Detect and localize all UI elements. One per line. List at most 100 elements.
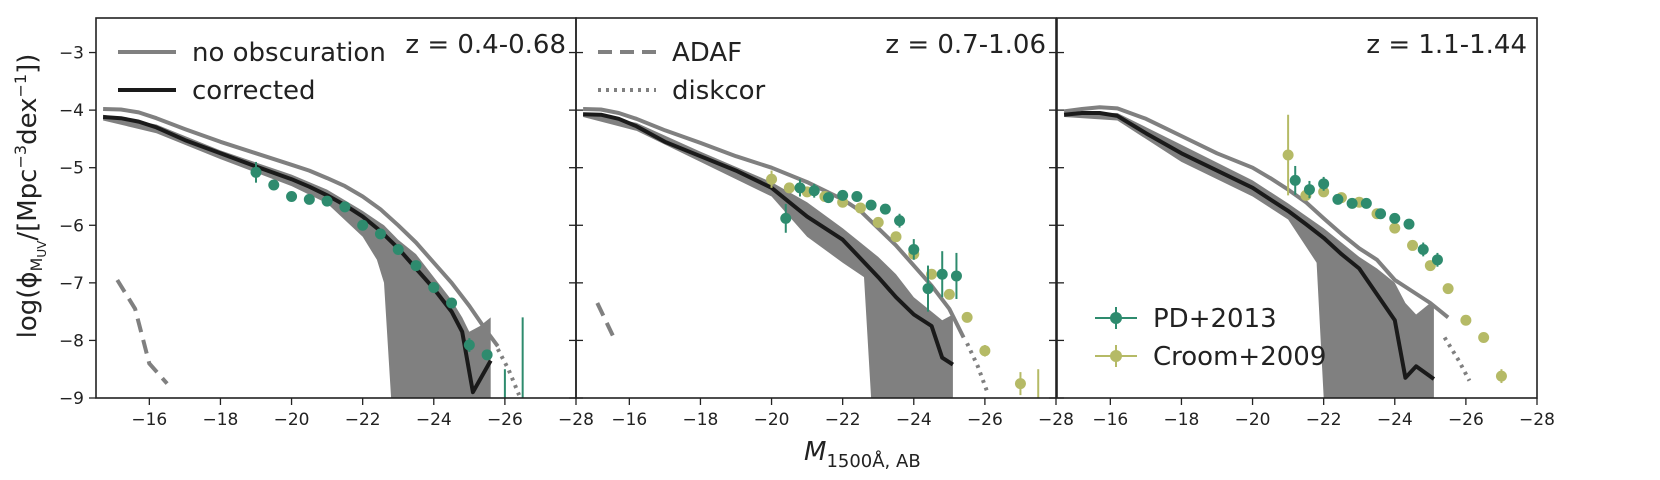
x-tick-label: −22 xyxy=(1306,410,1342,430)
pd2013-point xyxy=(1389,212,1401,224)
pd2013-point xyxy=(1403,218,1415,230)
x-tick-label: −22 xyxy=(345,410,381,430)
pd2013-point xyxy=(894,215,906,227)
adaf-line xyxy=(115,278,169,385)
croom2009-point xyxy=(1460,314,1472,326)
pd2013-point xyxy=(357,219,369,231)
redshift-label: z = 1.1-1.44 xyxy=(1366,30,1527,60)
pd2013-point xyxy=(410,260,422,272)
y-tick-label: −4 xyxy=(59,101,84,121)
pd2013-point xyxy=(321,195,333,207)
plot-area xyxy=(583,107,1040,398)
x-tick-label: −18 xyxy=(682,410,718,430)
x-tick-label: −28 xyxy=(1038,410,1074,430)
croom2009-point xyxy=(1442,283,1454,295)
y-axis-label-sup: −3 xyxy=(11,145,30,169)
redshift-label: z = 0.7-1.06 xyxy=(885,30,1046,60)
uncertainty-band xyxy=(103,114,491,398)
y-tick-label: −3 xyxy=(59,44,84,64)
pd2013-point xyxy=(1431,254,1443,266)
pd2013-point xyxy=(908,243,920,255)
pd2013-point xyxy=(268,179,280,191)
panel-frame xyxy=(1056,17,1538,399)
pd2013-point xyxy=(374,228,386,240)
x-axis-label-main: M xyxy=(804,437,826,467)
croom2009-point xyxy=(961,311,973,323)
pd2013-point xyxy=(303,193,315,205)
croom2009-point xyxy=(766,173,778,185)
croom2009-point xyxy=(783,182,795,194)
croom2009-point xyxy=(1495,370,1507,382)
pd2013-point xyxy=(1360,197,1372,209)
pd2013-point xyxy=(879,203,891,215)
pd2013-point xyxy=(865,199,877,211)
pd2013-point xyxy=(428,281,440,293)
x-axis-label-sub: 1500Å, AB xyxy=(826,450,920,472)
pd2013-point xyxy=(1318,178,1330,190)
pd2013-point xyxy=(950,270,962,282)
croom2009-point xyxy=(1478,332,1490,344)
y-tick-label: −9 xyxy=(59,389,84,409)
x-tick-label: −16 xyxy=(1092,410,1128,430)
y-tick-label: −5 xyxy=(59,159,84,179)
legend: PD+2013 Croom+2009 xyxy=(1095,304,1326,372)
pd2013-point xyxy=(936,268,948,280)
croom2009-point xyxy=(872,216,884,228)
legend-label: diskcor xyxy=(672,76,766,106)
croom2009-point xyxy=(1282,149,1294,161)
pd2013-point xyxy=(339,201,351,213)
pd2013-point xyxy=(463,339,475,351)
legend-swatch-pd2013 xyxy=(1110,312,1122,324)
pd2013-point xyxy=(392,243,404,255)
legend-label: no obscuration xyxy=(192,38,386,68)
x-tick-label: −24 xyxy=(896,410,932,430)
legend-label: corrected xyxy=(192,76,316,106)
x-tick-label: −16 xyxy=(131,410,167,430)
legend-swatch-croom2009 xyxy=(1110,350,1122,362)
pd2013-point xyxy=(1375,208,1387,220)
uncertainty-band xyxy=(583,112,953,398)
no-obscuration-line xyxy=(583,107,966,339)
legend-label: ADAF xyxy=(672,38,742,68)
y-tick-label: −8 xyxy=(59,331,84,351)
pd2013-point xyxy=(1303,184,1315,196)
panel-frame xyxy=(575,17,1057,399)
croom2009-point xyxy=(1014,378,1026,390)
redshift-label: z = 0.4-0.68 xyxy=(405,30,566,60)
croom2009-point xyxy=(1318,186,1330,198)
pd2013-point xyxy=(250,166,262,178)
plot-area xyxy=(102,107,524,398)
no-obscuration-line xyxy=(103,107,500,348)
y-axis-label-mid: dex xyxy=(13,97,43,144)
y-tick-label: −6 xyxy=(59,216,84,236)
x-tick-label: −16 xyxy=(611,410,647,430)
croom2009-point xyxy=(1389,222,1401,234)
x-tick-label: −20 xyxy=(754,410,790,430)
pd2013-point xyxy=(286,190,298,202)
x-tick-label: −26 xyxy=(1448,410,1484,430)
corrected-line xyxy=(102,115,493,395)
y-axis-label: log(ϕMUV/[Mpc−3dex−1]) xyxy=(11,54,49,339)
plot-area xyxy=(1063,105,1507,398)
diskcor-line xyxy=(1442,336,1472,382)
x-tick-label: −18 xyxy=(1163,410,1199,430)
pd2013-point xyxy=(446,297,458,309)
corrected-line xyxy=(1063,111,1436,381)
croom2009-point xyxy=(890,231,902,243)
panel-3: −16 −18 −20 −22 −24 −26 −28 z = 1.1-1.44 PD+2013… xyxy=(1056,17,1555,430)
pd2013-point xyxy=(1332,193,1344,205)
x-axis-label: M1500Å, AB xyxy=(804,437,921,472)
y-axis-label-subsub: UV xyxy=(35,240,49,258)
pd2013-point xyxy=(780,212,792,224)
croom2009-point xyxy=(1407,239,1419,251)
legend-label: PD+2013 xyxy=(1153,304,1277,334)
panel-1: −16 −18 −20 −22 −24 −26 −28 −3 −4 −5 −6 −7 −8 −9 z = 0… xyxy=(59,17,594,430)
pd2013-point xyxy=(1417,243,1429,255)
x-tick-label: −24 xyxy=(1377,410,1413,430)
diskcor-line xyxy=(496,348,521,396)
croom2009-point xyxy=(943,288,955,300)
pd2013-point xyxy=(822,192,834,204)
y-axis-label-sub: M xyxy=(27,258,46,272)
pd2013-point xyxy=(794,182,806,194)
